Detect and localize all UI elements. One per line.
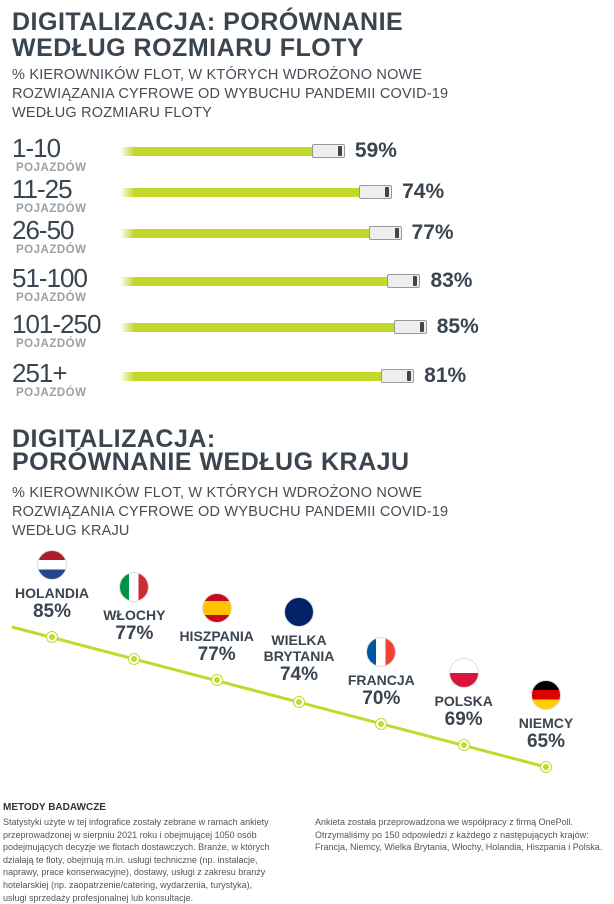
unit-label: POJAZDÓW	[16, 292, 87, 304]
country-label: HISZPANIA 77%	[179, 628, 253, 666]
value-label: 81%	[424, 364, 467, 387]
value-label: 83%	[430, 269, 473, 292]
data-point	[541, 762, 551, 772]
unit-label: POJAZDÓW	[16, 162, 87, 174]
country-name: WIELKA BRYTANIA	[263, 632, 335, 664]
data-point	[47, 632, 57, 642]
subtitle-line: WEDŁUG ROZMIARU FLOTY	[12, 105, 212, 121]
title-line: DIGITALIZACJA:	[12, 425, 216, 453]
bar	[120, 323, 397, 332]
country-chart-title: DIGITALIZACJA: PORÓWNANIE WEDŁUG KRAJU	[12, 425, 410, 476]
country-name: NIEMCY	[518, 715, 574, 731]
country-name: HISZPANIA	[179, 628, 254, 645]
flag-pl-icon	[448, 658, 479, 689]
category-label: 251+	[12, 358, 68, 388]
country-name: FRANCJA	[347, 671, 415, 688]
country-value: 70%	[362, 687, 401, 709]
subtitle-line: % KIEROWNIKÓW FLOT, W KTÓRYCH WDROŻONO N…	[12, 485, 423, 501]
van-icon	[368, 226, 402, 240]
country-name: HOLANDIA	[15, 585, 89, 601]
bar	[120, 372, 385, 381]
flag-es-icon	[201, 593, 232, 624]
country-value: 77%	[115, 622, 154, 644]
data-point	[294, 697, 304, 707]
value-label: 85%	[436, 315, 479, 338]
category-label: 51-100	[12, 263, 88, 293]
fleet-chart-title: DIGITALIZACJA: PORÓWNANIE WEDŁUG ROZMIAR…	[12, 8, 404, 62]
country-label: HOLANDIA 85%	[15, 585, 89, 623]
data-point	[129, 653, 140, 664]
value-label: 59%	[354, 139, 397, 162]
bar	[120, 277, 391, 286]
unit-label: POJAZDÓW	[16, 203, 87, 215]
subtitle-line: ROZWIĄZANIA CYFROWE OD WYBUCHU PANDEMII …	[12, 504, 449, 520]
fleet-row: 1-10 POJAZDÓW 59%	[0, 133, 614, 177]
bar	[120, 147, 315, 156]
title-line: PORÓWNANIE WEDŁUG KRAJU	[12, 448, 410, 476]
fleet-row: 26-50 POJAZDÓW 77%	[0, 215, 614, 259]
methods-heading: METODY BADAWCZE	[3, 802, 106, 813]
flag-it-icon	[119, 571, 150, 602]
van-icon	[381, 369, 415, 383]
country-value: 85%	[32, 601, 72, 622]
unit-label: POJAZDÓW	[16, 244, 87, 256]
country-label: FRANCJA 70%	[348, 672, 415, 710]
category-label: 26-50	[12, 215, 74, 245]
fleet-row: 51-100 POJAZDÓW 83%	[0, 263, 614, 307]
country-value: 65%	[526, 731, 566, 752]
country-name: POLSKA	[434, 693, 493, 710]
data-point	[458, 740, 469, 751]
subtitle-line: ROZWIĄZANIA CYFROWE OD WYBUCHU PANDEMII …	[12, 86, 449, 102]
unit-label: POJAZDÓW	[16, 387, 87, 399]
country-label: POLSKA 69%	[434, 693, 492, 731]
country-label: WŁOCHY 77%	[103, 607, 165, 645]
fleet-chart-subtitle: % KIEROWNIKÓW FLOT, W KTÓRYCH WDROŻONO N…	[12, 66, 448, 123]
fleet-row: 11-25 POJAZDÓW 74%	[0, 174, 614, 218]
category-label: 101-250	[12, 309, 101, 339]
fleet-row: 251+ POJAZDÓW 81%	[0, 358, 614, 402]
unit-label: POJAZDÓW	[16, 338, 87, 350]
category-label: 11-25	[12, 174, 73, 204]
bar	[120, 188, 363, 197]
country-label: NIEMCY 65%	[519, 715, 573, 753]
bar	[120, 229, 372, 238]
country-label: WIELKA BRYTANIA 74%	[264, 632, 335, 686]
category-label: 1-10	[12, 133, 61, 163]
van-icon	[393, 320, 427, 334]
flag-de-icon	[531, 680, 561, 710]
flag-gb-icon	[284, 597, 314, 627]
value-label: 74%	[402, 180, 445, 203]
country-value: 77%	[197, 644, 236, 666]
country-value: 74%	[279, 664, 319, 685]
subtitle-line: % KIEROWNIKÓW FLOT, W KTÓRYCH WDROŻONO N…	[12, 67, 423, 83]
subtitle-line: WEDŁUG KRAJU	[12, 523, 130, 539]
fleet-row: 101-250 POJAZDÓW 85%	[0, 309, 614, 353]
van-icon	[311, 144, 345, 158]
data-point	[211, 675, 222, 686]
country-name: WŁOCHY	[103, 606, 166, 623]
flag-fr-icon	[366, 636, 397, 667]
methods-left: Statystyki użyte w tej infografice zosta…	[3, 817, 270, 903]
methods-right: Ankieta została przeprowadzona we współp…	[315, 817, 603, 853]
data-point	[376, 718, 387, 729]
flag-nl-icon	[37, 550, 67, 580]
van-icon	[359, 185, 393, 199]
country-chart-subtitle: % KIEROWNIKÓW FLOT, W KTÓRYCH WDROŻONO N…	[12, 484, 448, 541]
country-value: 69%	[444, 709, 483, 731]
value-label: 77%	[411, 221, 454, 244]
van-icon	[387, 274, 421, 288]
